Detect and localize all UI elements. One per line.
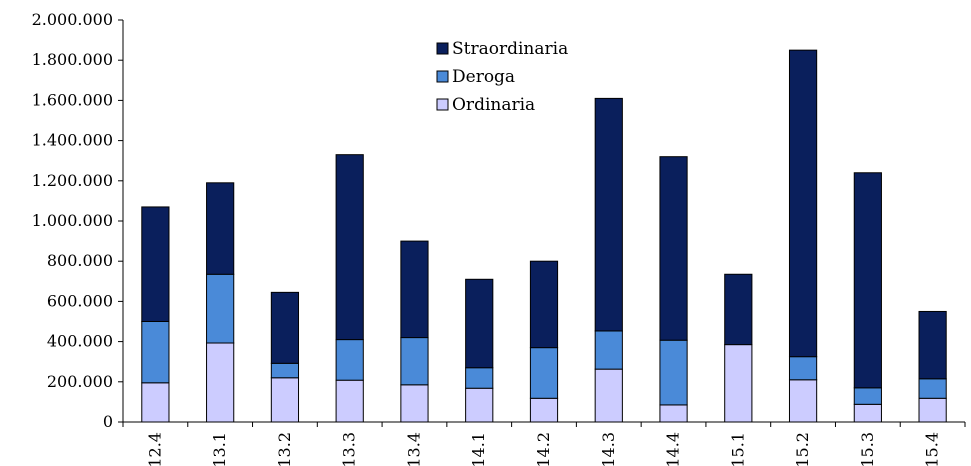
x-tick-label: 14.2	[534, 432, 553, 466]
y-tick-label: 1.400.000	[32, 131, 113, 150]
bar-segment-straordinaria	[270, 291, 300, 364]
legend-swatch-straordinaria	[436, 42, 449, 55]
legend-label-ordinaria: Ordinaria	[452, 95, 535, 115]
x-tick-label: 15.4	[923, 432, 942, 466]
y-tick-label: 1.600.000	[32, 90, 113, 109]
x-tick-label: 12.4	[145, 432, 164, 466]
x-tick-label: 15.1	[728, 432, 747, 466]
bar-segment-deroga	[465, 367, 494, 389]
bar-segment-deroga	[335, 339, 364, 381]
bar-segment-straordinaria	[335, 154, 364, 341]
bar-segment-ordinaria	[465, 387, 494, 423]
bar-segment-straordinaria	[529, 260, 559, 349]
legend-label-deroga: Deroga	[452, 67, 515, 87]
x-tick-label: 14.1	[469, 432, 488, 466]
x-axis: 12.4 13.1 13.2 13.3 13.4 14.1 14.2 14.3 14.4 15.1…	[122, 421, 966, 466]
x-tick-label: 14.3	[599, 432, 618, 466]
bar-segment-ordinaria	[594, 368, 623, 423]
bar-segment-ordinaria	[270, 377, 300, 423]
bar-segment-deroga	[659, 339, 688, 406]
bar-segment-ordinaria	[918, 397, 947, 423]
bar-segment-straordinaria	[659, 156, 688, 341]
y-tick-label: 1.800.000	[32, 50, 113, 69]
bar-segment-straordinaria	[788, 49, 818, 358]
y-tick-label: 600.000	[47, 291, 113, 310]
bar-segment-straordinaria	[141, 206, 170, 322]
y-tick-label: 400.000	[47, 332, 113, 351]
bar-segment-deroga	[400, 337, 429, 386]
bar-segment-deroga	[788, 356, 818, 381]
y-tick-label: 1.000.000	[32, 211, 113, 230]
bar-segment-ordinaria	[659, 404, 688, 423]
bar-segment-deroga	[141, 321, 170, 384]
bars	[141, 49, 947, 423]
legend-swatch-deroga	[436, 70, 449, 83]
legend: Straordinaria Deroga Ordinaria	[436, 39, 568, 115]
y-tick-label: 1.200.000	[32, 171, 113, 190]
bar-segment-straordinaria	[594, 97, 623, 332]
bar-segment-straordinaria	[724, 273, 753, 346]
bar-segment-straordinaria	[918, 310, 947, 380]
y-tick-label: 2.000.000	[32, 10, 113, 29]
bar-segment-ordinaria	[400, 384, 429, 423]
legend-swatch-ordinaria	[436, 98, 449, 111]
x-tick-label: 13.4	[404, 432, 423, 466]
bar-segment-deroga	[270, 362, 300, 379]
bar-segment-deroga	[594, 330, 623, 370]
bar-segment-ordinaria	[206, 342, 235, 423]
legend-label-straordinaria: Straordinaria	[452, 39, 568, 59]
bar-segment-ordinaria	[724, 344, 753, 423]
bar-segment-ordinaria	[529, 397, 559, 423]
bar-segment-deroga	[853, 387, 882, 405]
bar-segment-deroga	[529, 347, 559, 399]
y-tick-label: 200.000	[47, 372, 113, 391]
x-tick-label: 15.2	[793, 432, 812, 466]
bar-segment-ordinaria	[788, 379, 818, 423]
x-tick-label: 15.3	[858, 432, 877, 466]
bar-segment-straordinaria	[465, 278, 494, 369]
bar-segment-deroga	[206, 273, 235, 344]
bar-segment-ordinaria	[853, 403, 882, 423]
bar-segment-ordinaria	[141, 382, 170, 423]
y-tick-label: 800.000	[47, 251, 113, 270]
x-tick-label: 13.3	[340, 432, 359, 466]
x-tick-label: 13.2	[275, 432, 294, 466]
y-tick-label: 0	[103, 412, 113, 431]
bar-segment-straordinaria	[853, 172, 882, 389]
y-axis: 0 200.000 400.000 600.000 800.000 1.000.000 1.…	[32, 10, 124, 431]
bar-segment-straordinaria	[206, 182, 235, 275]
bar-segment-straordinaria	[400, 240, 429, 339]
x-tick-label: 13.1	[210, 432, 229, 466]
bar-segment-deroga	[918, 378, 947, 399]
bar-segment-ordinaria	[335, 379, 364, 423]
x-tick-label: 14.4	[664, 432, 683, 466]
